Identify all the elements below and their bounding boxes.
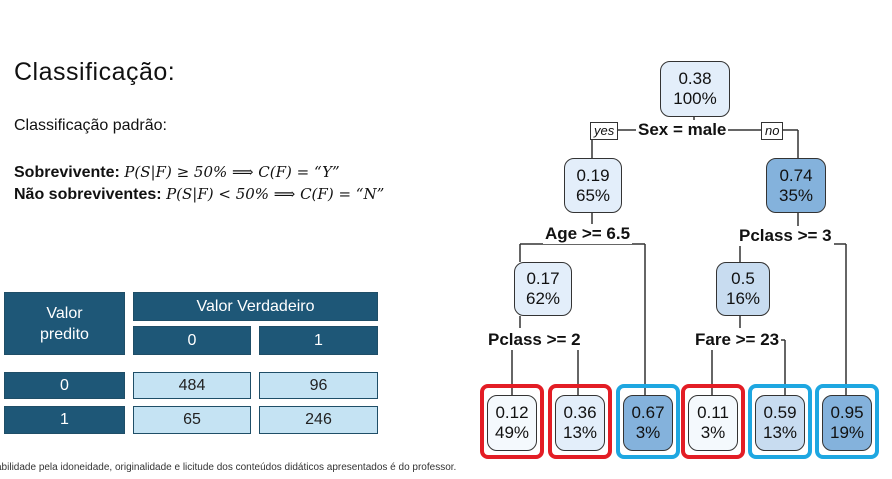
node-ll-pct: 62% bbox=[525, 289, 561, 308]
row-label-1: 1 bbox=[4, 406, 125, 434]
leaf-3-pct: 3% bbox=[635, 423, 661, 442]
slide-subtitle: Classificação padrão: bbox=[14, 117, 167, 134]
slide-title: Classificação: bbox=[14, 58, 176, 86]
split-left: Age >= 6.5 bbox=[543, 224, 633, 244]
leaf-4-prob: 0.11 bbox=[697, 403, 729, 422]
rule-non-survivor: Não sobreviventes: P(S|F) < 50% ⟹ C(F) =… bbox=[14, 185, 384, 204]
node-right: 0.74 35% bbox=[766, 158, 826, 213]
leaf-3: 0.67 3% bbox=[623, 395, 673, 451]
row-label-0: 0 bbox=[4, 372, 125, 399]
leaf-6-prob: 0.95 bbox=[830, 403, 864, 422]
leaf-1: 0.12 49% bbox=[487, 395, 537, 451]
leaf-5-prob: 0.59 bbox=[763, 403, 797, 422]
true-header: Valor Verdadeiro bbox=[133, 292, 378, 321]
leaf-3-prob: 0.67 bbox=[631, 403, 665, 422]
node-ll-prob: 0.17 bbox=[526, 269, 560, 288]
node-left-prob: 0.19 bbox=[576, 165, 610, 185]
leaf-highlight-4 bbox=[681, 384, 745, 459]
leaf-6: 0.95 19% bbox=[822, 395, 872, 451]
predicted-header-text: Valor predito bbox=[40, 304, 89, 343]
yes-tag: yes bbox=[590, 122, 619, 140]
col-label-0: 0 bbox=[133, 326, 251, 355]
cell-0-0: 484 bbox=[133, 372, 251, 399]
split-right: Pclass >= 3 bbox=[737, 226, 834, 246]
predicted-header: Valor predito bbox=[4, 292, 125, 355]
rule-non-survivor-formula: P(S|F) < 50% ⟹ C(F) = “N” bbox=[166, 185, 385, 203]
leaf-4: 0.11 3% bbox=[688, 395, 738, 451]
node-ll: 0.17 62% bbox=[514, 262, 572, 316]
node-left-pct: 65% bbox=[575, 185, 611, 205]
cell-1-0: 65 bbox=[133, 406, 251, 434]
cell-0-1: 96 bbox=[259, 372, 378, 399]
leaf-1-prob: 0.12 bbox=[495, 403, 529, 422]
leaf-5: 0.59 13% bbox=[755, 395, 805, 451]
rule-non-survivor-label: Não sobreviventes: bbox=[14, 186, 162, 203]
node-root-prob: 0.38 bbox=[678, 69, 712, 88]
leaf-2-prob: 0.36 bbox=[563, 403, 597, 422]
leaf-highlight-3 bbox=[616, 384, 680, 459]
leaf-1-pct: 49% bbox=[494, 423, 530, 442]
no-tag: no bbox=[761, 122, 784, 140]
leaf-4-pct: 3% bbox=[700, 423, 726, 442]
leaf-highlight-1 bbox=[480, 384, 544, 459]
node-rl-pct: 16% bbox=[725, 289, 761, 308]
node-rl: 0.5 16% bbox=[716, 262, 770, 316]
leaf-6-pct: 19% bbox=[829, 423, 865, 442]
node-left: 0.19 65% bbox=[564, 158, 622, 213]
leaf-highlight-5 bbox=[748, 384, 812, 459]
leaf-highlight-6 bbox=[815, 384, 879, 459]
leaf-2: 0.36 13% bbox=[555, 395, 605, 451]
rule-survivor-formula: P(S|F) ≥ 50% ⟹ C(F) = “Y” bbox=[124, 163, 340, 181]
col-label-1: 1 bbox=[259, 326, 378, 355]
node-root: 0.38 100% bbox=[660, 61, 730, 117]
rule-survivor-label: Sobrevivente: bbox=[14, 164, 120, 181]
leaf-highlight-2 bbox=[548, 384, 612, 459]
node-root-pct: 100% bbox=[673, 89, 717, 108]
node-right-prob: 0.74 bbox=[779, 165, 813, 185]
split-root: Sex = male bbox=[636, 120, 729, 140]
node-rl-prob: 0.5 bbox=[731, 269, 755, 288]
cell-1-1: 246 bbox=[259, 406, 378, 434]
slide-footer: abilidade pela idoneidade, originalidade… bbox=[0, 462, 457, 473]
node-right-pct: 35% bbox=[778, 185, 814, 205]
split-rl: Fare >= 23 bbox=[693, 330, 782, 350]
rule-survivor: Sobrevivente: P(S|F) ≥ 50% ⟹ C(F) = “Y” bbox=[14, 163, 340, 182]
leaf-2-pct: 13% bbox=[562, 423, 598, 442]
split-ll: Pclass >= 2 bbox=[486, 330, 583, 350]
leaf-5-pct: 13% bbox=[762, 423, 798, 442]
